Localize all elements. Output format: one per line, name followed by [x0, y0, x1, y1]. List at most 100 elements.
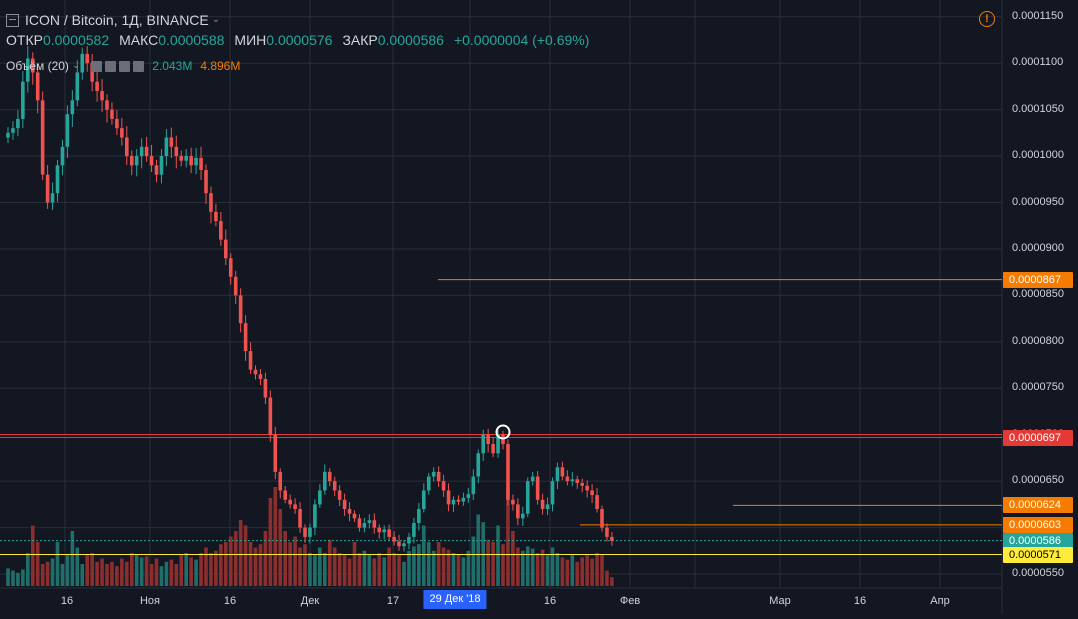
volume-bar — [298, 547, 302, 586]
candle-body — [545, 504, 550, 510]
volume-bar — [476, 514, 481, 586]
volume-bar — [258, 544, 263, 586]
time-tick-label: 16 — [60, 595, 74, 607]
candle-body — [367, 520, 372, 523]
candle-body — [45, 174, 50, 203]
hide-icon[interactable] — [105, 60, 117, 72]
volume-bar — [347, 558, 352, 586]
candle-body — [75, 72, 80, 101]
volume-bar — [565, 559, 570, 586]
volume-bar — [407, 550, 411, 586]
volume-bar — [535, 553, 540, 586]
candle-body — [224, 239, 228, 259]
volume-bar — [268, 498, 273, 586]
volume-bar — [521, 550, 525, 586]
volume-bar — [100, 558, 104, 586]
volume-bar — [243, 525, 248, 586]
chevron-down-icon[interactable]: ⌄ — [211, 14, 221, 25]
candle-body — [174, 146, 179, 157]
candle-body — [436, 471, 441, 482]
volume-bar — [590, 558, 594, 586]
volume-label[interactable]: Объём (20) — [6, 59, 69, 73]
candle-body — [283, 490, 287, 500]
close-icon[interactable] — [133, 60, 145, 72]
close-label: ЗАКР — [342, 32, 378, 48]
add-icon[interactable] — [119, 60, 131, 72]
candle-body — [303, 527, 307, 537]
candle-body — [154, 165, 159, 175]
candle-body — [110, 109, 114, 119]
candle-body — [233, 276, 238, 296]
volume-bar — [134, 555, 139, 586]
candle-body — [6, 132, 10, 138]
candle-body — [35, 72, 40, 101]
candle-body — [550, 481, 555, 505]
candle-body — [214, 211, 218, 222]
price-tag-0.0000603: 0.0000603 — [1003, 516, 1073, 533]
low-label: МИН — [234, 32, 267, 48]
candle-body — [134, 156, 139, 166]
time-tick-label: Дек — [300, 595, 320, 607]
candle-body — [506, 444, 510, 500]
volume-bar — [70, 531, 75, 586]
symbol-title[interactable]: ICON / Bitcoin, 1Д, BINANCE — [25, 12, 209, 28]
time-tick-label: Апр — [930, 595, 950, 607]
candle-body — [466, 494, 471, 498]
time-tick-label: Фев — [619, 595, 641, 607]
volume-bar — [357, 553, 362, 586]
candle-body — [30, 58, 35, 73]
candle-body — [85, 53, 89, 64]
settings-icon[interactable] — [91, 60, 103, 72]
collapse-icon[interactable] — [6, 13, 19, 27]
volume-bar — [11, 570, 15, 586]
volume-bar — [451, 553, 456, 586]
volume-bar — [35, 542, 40, 586]
price-tick-label: 0.0001100 — [1012, 56, 1064, 69]
volume-ma-value: 4.896M — [200, 59, 241, 73]
chevron-down-icon[interactable]: ⌄ — [71, 60, 81, 71]
candle-body — [298, 509, 302, 528]
volume-row: Объём (20) ⌄ 2.043M 4.896M — [6, 56, 599, 76]
candle-body — [129, 156, 134, 166]
time-tick-label: 16 — [223, 595, 237, 607]
candle-body — [511, 499, 515, 505]
candle-body — [575, 479, 580, 484]
volume-bar — [337, 553, 342, 586]
volume-bar — [144, 556, 149, 586]
volume-bar — [327, 539, 332, 586]
candle-body — [268, 397, 273, 435]
candle-body — [456, 499, 461, 502]
volume-bar — [402, 561, 406, 586]
price-tag-0.0000867: 0.0000867 — [1003, 271, 1073, 288]
candle-body — [40, 100, 45, 175]
time-tick-label: Ноя — [139, 595, 161, 607]
volume-bar — [26, 553, 30, 586]
volume-bar — [392, 553, 396, 586]
volume-bar — [585, 555, 589, 586]
candle-body — [461, 497, 466, 502]
volume-bar — [154, 558, 159, 586]
volume-bar — [540, 549, 545, 586]
volume-bar — [75, 547, 80, 586]
volume-bar — [16, 572, 20, 586]
warning-icon[interactable]: ! — [979, 11, 995, 27]
volume-bar — [228, 536, 233, 586]
volume-bar — [149, 564, 154, 586]
volume-bar — [560, 557, 565, 586]
time-tick-label: 16 — [853, 595, 867, 607]
candle-body — [362, 522, 367, 528]
price-tick-label: 0.0000950 — [1012, 195, 1064, 208]
candle-body — [219, 221, 223, 240]
close-value: 0.0000586 — [377, 32, 444, 48]
volume-bar — [189, 557, 193, 586]
volume-bar — [332, 547, 337, 586]
candle-body — [80, 53, 85, 73]
candle-body — [516, 504, 520, 519]
volume-bar — [530, 548, 535, 586]
candle-body — [199, 157, 203, 170]
volume-bar — [580, 557, 584, 586]
volume-bar — [179, 555, 184, 586]
candle-body — [402, 543, 406, 547]
